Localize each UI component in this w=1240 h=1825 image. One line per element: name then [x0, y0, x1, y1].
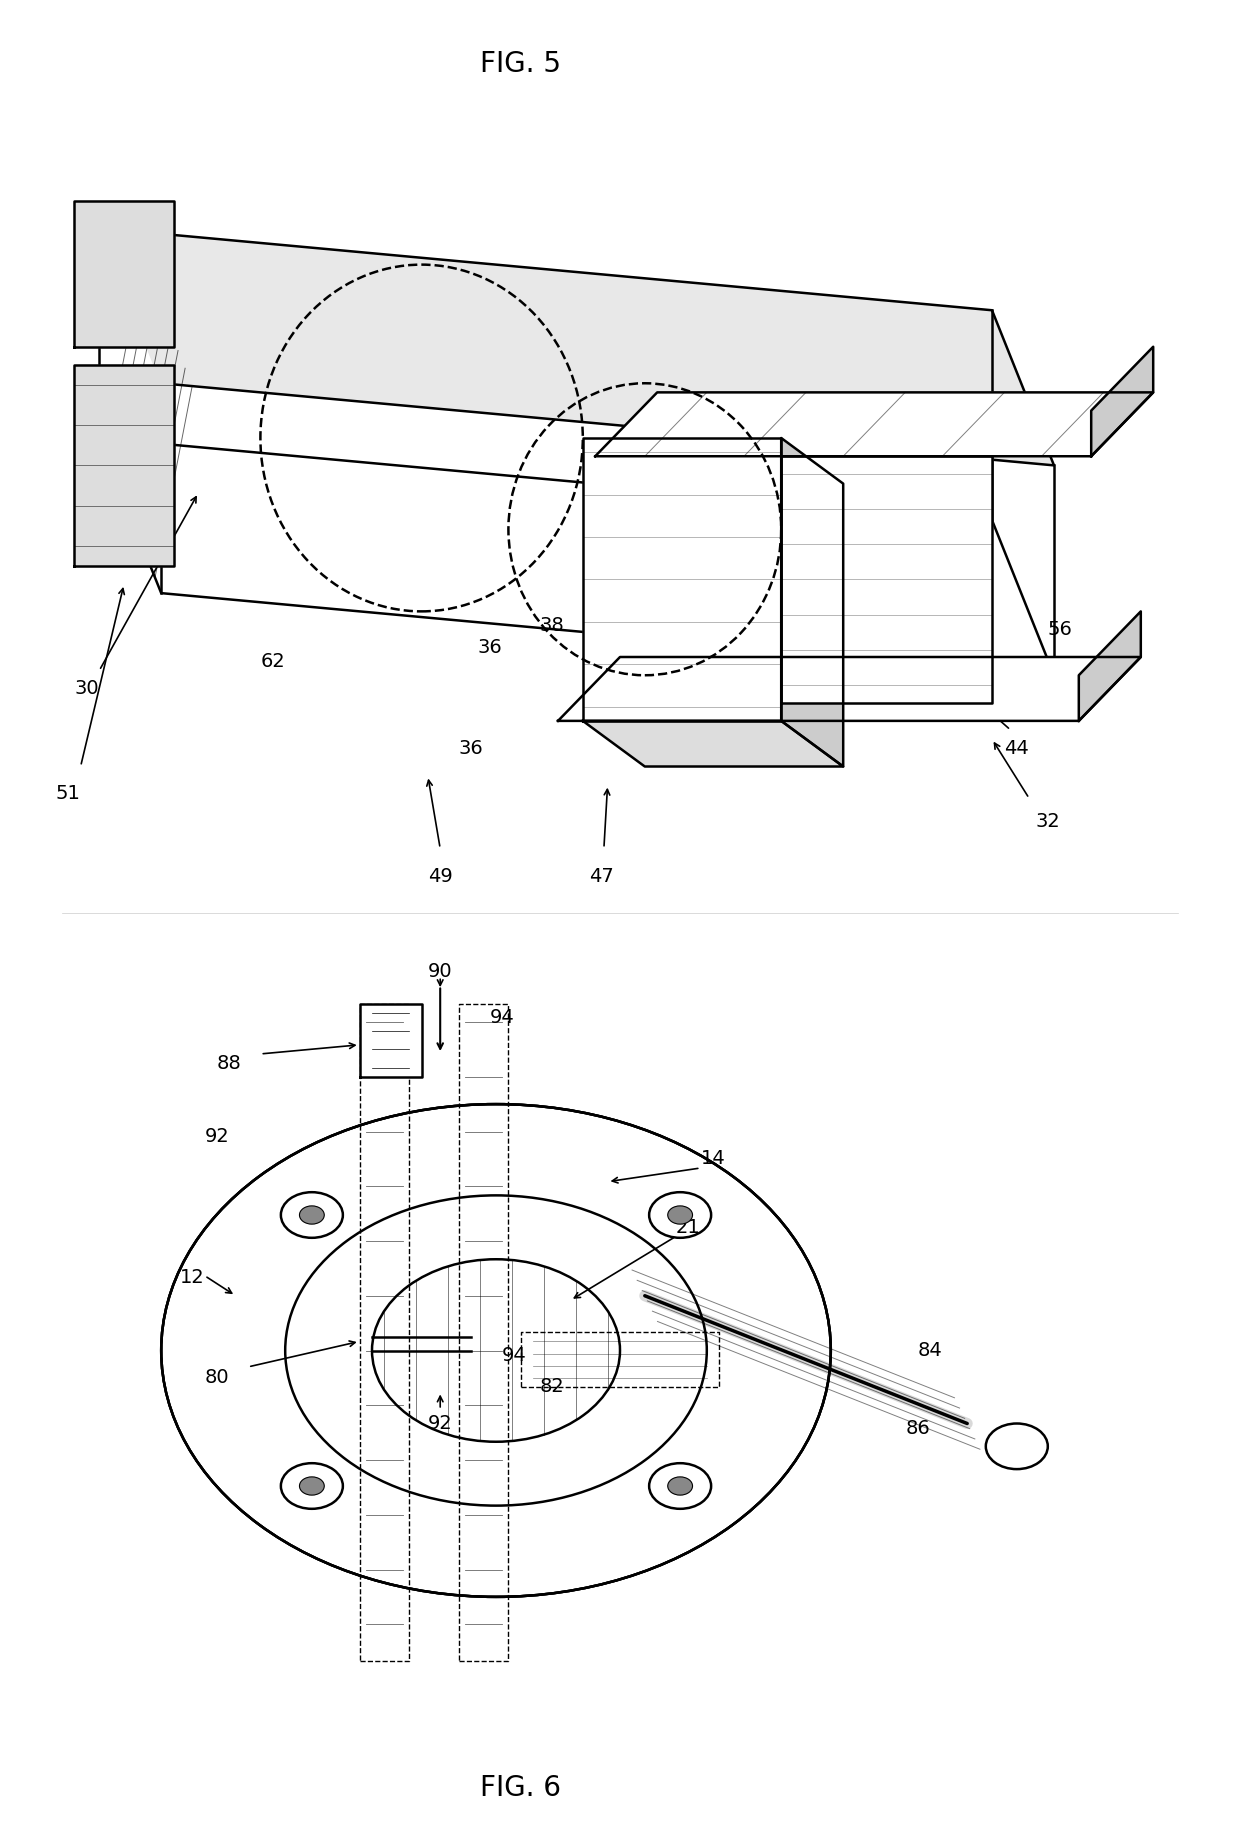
Polygon shape — [1079, 611, 1141, 721]
Text: 58: 58 — [670, 588, 694, 608]
Polygon shape — [360, 1004, 422, 1077]
Text: 60: 60 — [781, 706, 806, 726]
Circle shape — [667, 1476, 692, 1495]
Polygon shape — [1091, 347, 1153, 456]
Text: 92: 92 — [428, 1414, 453, 1433]
Text: 51: 51 — [56, 785, 81, 803]
Text: 21: 21 — [676, 1217, 701, 1237]
Polygon shape — [781, 456, 992, 703]
Text: 53: 53 — [1004, 661, 1029, 681]
Circle shape — [161, 1104, 831, 1597]
Circle shape — [667, 1206, 692, 1225]
Text: 30: 30 — [74, 679, 99, 699]
Text: 62: 62 — [260, 652, 285, 672]
Text: FIG. 6: FIG. 6 — [480, 1774, 562, 1803]
Polygon shape — [558, 657, 1141, 721]
Text: 82: 82 — [539, 1378, 564, 1396]
Polygon shape — [99, 438, 1054, 675]
Text: 94: 94 — [502, 1345, 527, 1365]
Text: 90: 90 — [428, 962, 453, 982]
Polygon shape — [781, 438, 843, 766]
Text: 14: 14 — [701, 1150, 725, 1168]
Text: 88: 88 — [217, 1053, 242, 1073]
Text: 36: 36 — [459, 739, 484, 757]
Text: 86: 86 — [905, 1418, 930, 1438]
Text: 56: 56 — [1048, 620, 1073, 639]
Text: 32: 32 — [1035, 812, 1060, 830]
Polygon shape — [74, 201, 174, 347]
Text: 80: 80 — [205, 1369, 229, 1387]
Circle shape — [300, 1206, 325, 1225]
Circle shape — [986, 1424, 1048, 1469]
Text: 84: 84 — [918, 1341, 942, 1360]
Polygon shape — [74, 365, 174, 566]
Polygon shape — [595, 392, 1153, 456]
Text: 92: 92 — [205, 1126, 229, 1146]
Text: FIG. 5: FIG. 5 — [480, 49, 562, 78]
Text: 44: 44 — [1004, 739, 1029, 757]
Text: 38: 38 — [539, 615, 564, 635]
Circle shape — [300, 1476, 325, 1495]
Polygon shape — [583, 438, 781, 721]
Polygon shape — [99, 228, 1054, 465]
Text: 94: 94 — [490, 1007, 515, 1027]
Text: 12: 12 — [180, 1268, 205, 1287]
Text: 49: 49 — [428, 867, 453, 885]
Text: 36: 36 — [477, 639, 502, 657]
Text: 34: 34 — [713, 602, 738, 620]
Polygon shape — [583, 721, 843, 766]
Text: 47: 47 — [589, 867, 614, 885]
